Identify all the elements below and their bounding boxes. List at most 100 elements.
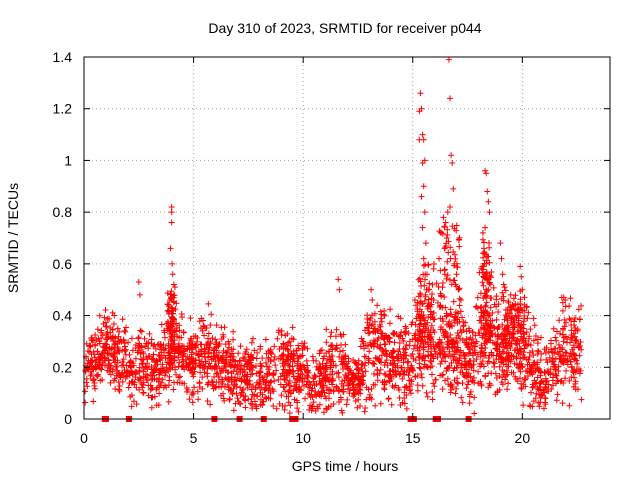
data-point <box>498 255 505 262</box>
data-point <box>295 355 302 362</box>
data-point <box>414 382 421 389</box>
data-point <box>141 365 148 372</box>
data-point <box>562 349 569 356</box>
data-point <box>330 387 337 394</box>
data-point <box>500 361 507 368</box>
data-point <box>243 379 250 386</box>
data-point <box>482 293 489 300</box>
data-point <box>424 303 431 310</box>
data-point <box>374 302 381 309</box>
data-point <box>397 351 404 358</box>
data-point <box>182 357 189 364</box>
data-point <box>534 347 541 354</box>
data-point <box>577 338 584 345</box>
data-point <box>464 341 471 348</box>
data-point <box>427 335 434 342</box>
data-point <box>168 219 175 226</box>
data-point <box>518 321 525 328</box>
data-point <box>379 330 386 337</box>
data-point <box>101 314 108 321</box>
data-point <box>310 378 317 385</box>
data-point <box>237 343 244 350</box>
data-point <box>303 372 310 379</box>
data-point <box>568 364 575 371</box>
data-point <box>416 360 423 367</box>
data-point <box>287 402 294 409</box>
data-point <box>387 359 394 366</box>
data-point <box>358 335 365 342</box>
data-point <box>471 343 478 350</box>
data-point <box>494 388 501 395</box>
data-point <box>371 361 378 368</box>
data-point <box>503 367 510 374</box>
data-point <box>205 354 212 361</box>
data-point <box>381 386 388 393</box>
data-point <box>488 295 495 302</box>
data-point <box>495 324 502 331</box>
data-point <box>450 262 457 269</box>
data-point <box>86 363 93 370</box>
data-point <box>294 399 301 406</box>
data-point <box>164 359 171 366</box>
data-point <box>578 302 585 309</box>
y-tick-label: 0.4 <box>53 308 73 324</box>
data-point <box>484 310 491 317</box>
data-point <box>165 349 172 356</box>
data-point <box>429 363 436 370</box>
data-point <box>498 295 505 302</box>
data-point <box>480 266 487 273</box>
data-point <box>394 362 401 369</box>
x-tick-label: 15 <box>405 430 421 446</box>
data-point <box>437 290 444 297</box>
data-point <box>156 390 163 397</box>
data-point <box>332 346 339 353</box>
data-point <box>204 341 211 348</box>
data-point <box>521 354 528 361</box>
data-point <box>82 388 89 395</box>
data-point <box>175 374 182 381</box>
data-point <box>544 359 551 366</box>
data-point <box>417 90 424 97</box>
data-point <box>298 366 305 373</box>
data-point <box>169 314 176 321</box>
data-point <box>109 334 116 341</box>
data-point <box>548 346 555 353</box>
data-point <box>171 337 178 344</box>
data-point <box>353 360 360 367</box>
data-point <box>395 333 402 340</box>
data-point <box>173 371 180 378</box>
data-point <box>355 370 362 377</box>
data-point <box>522 342 529 349</box>
data-point <box>473 356 480 363</box>
data-point <box>159 361 166 368</box>
data-point <box>276 346 283 353</box>
data-point <box>566 315 573 322</box>
data-point <box>432 350 439 357</box>
data-point <box>445 249 452 256</box>
data-point <box>486 321 493 328</box>
data-point <box>478 381 485 388</box>
data-point <box>502 312 509 319</box>
data-point <box>394 355 401 362</box>
data-point <box>505 363 512 370</box>
data-point <box>480 315 487 322</box>
data-point <box>343 401 350 408</box>
data-point <box>345 377 352 384</box>
data-point <box>208 311 215 318</box>
data-point <box>477 353 484 360</box>
data-point <box>545 387 552 394</box>
data-point <box>424 393 431 400</box>
data-point <box>476 330 483 337</box>
data-point <box>510 295 517 302</box>
data-point <box>316 401 323 408</box>
data-point <box>294 376 301 383</box>
data-point <box>318 347 325 354</box>
data-point <box>381 312 388 319</box>
data-point <box>500 281 507 288</box>
data-point <box>517 348 524 355</box>
data-point <box>417 278 424 285</box>
data-point <box>235 350 242 357</box>
data-point <box>150 365 157 372</box>
data-point <box>486 244 493 251</box>
data-point <box>417 328 424 335</box>
